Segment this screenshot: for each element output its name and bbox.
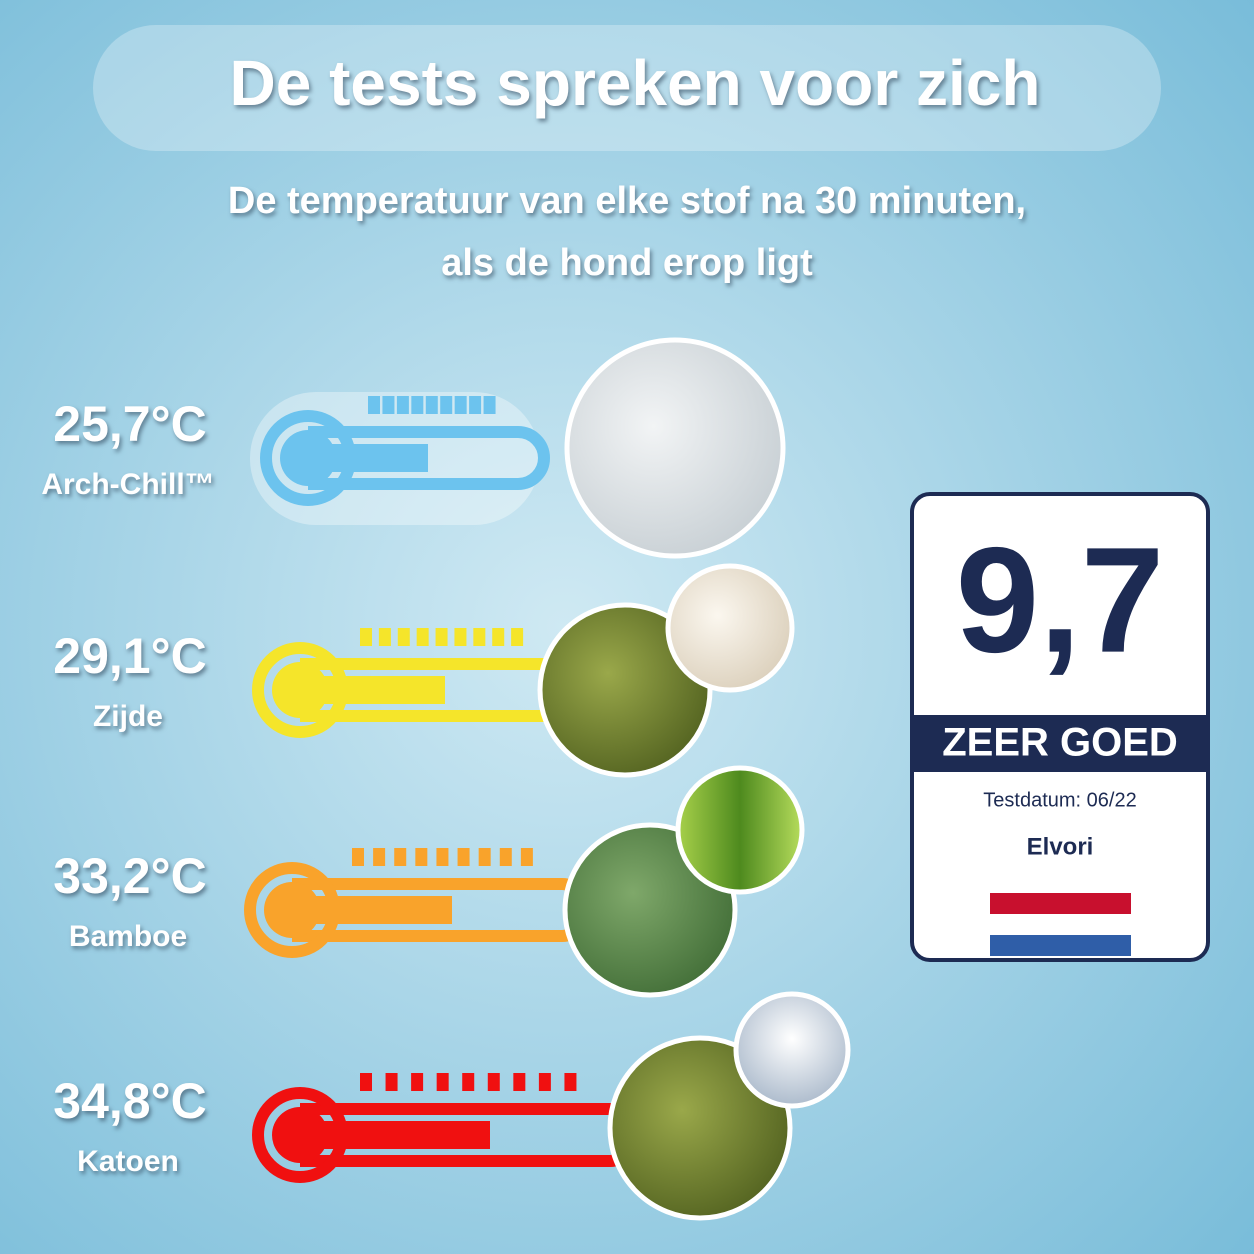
subtitle: De temperatuur van elke stof na 30 minut… — [228, 180, 1026, 222]
scale-dash — [520, 848, 533, 866]
scale-dash — [352, 848, 364, 866]
material: Bamboe — [69, 920, 187, 953]
thermometer-level — [292, 896, 452, 924]
scale-dash — [511, 628, 524, 646]
temperature: 33,2°C — [53, 848, 206, 904]
material-photo — [733, 991, 851, 1109]
fabric-row: 29,1°C Zijde — [53, 563, 795, 778]
flag-blue — [990, 935, 1131, 956]
scale-dash — [473, 628, 486, 646]
material: Katoen — [77, 1145, 179, 1178]
scale-dash — [538, 1073, 551, 1091]
scale-dash — [368, 396, 380, 414]
flag-red — [990, 893, 1131, 914]
scale-dash — [435, 628, 448, 646]
temperature: 29,1°C — [53, 628, 206, 684]
test-badge: 9,7 ZEER GOED Testdatum: 06/22 Elvori — [910, 492, 1210, 962]
material-photo — [675, 765, 805, 895]
rows: 25,7°C Arch-Chill™ 29,1°C Zijde 33,2°C Bamboe… — [41, 337, 851, 1221]
scale-dash — [564, 1073, 577, 1091]
scale-dash — [513, 1073, 526, 1091]
score: 9,7 — [956, 516, 1165, 684]
thermometer-level — [300, 676, 445, 704]
scale-dash — [394, 848, 407, 866]
scale-dash — [436, 1073, 449, 1091]
scale-dash — [483, 396, 496, 414]
fabric-row: 34,8°C Katoen — [53, 991, 851, 1221]
brand: Elvori — [1027, 833, 1094, 860]
test-date: Testdatum: 06/22 — [983, 789, 1136, 811]
scale-dash — [411, 396, 424, 414]
scale-dash — [416, 628, 429, 646]
subtitle: als de hond erop ligt — [441, 242, 813, 284]
scale-dash — [385, 1073, 398, 1091]
scale-dash — [397, 628, 410, 646]
material-photo — [665, 563, 795, 693]
scale-dash — [478, 848, 491, 866]
scale-dash — [462, 1073, 475, 1091]
thermometer-level — [300, 1121, 490, 1149]
scale-dash — [360, 628, 372, 646]
title: De tests spreken voor zich — [230, 47, 1041, 119]
fabric-photo — [564, 337, 786, 559]
temperature: 25,7°C — [53, 396, 206, 452]
scale-dash — [440, 396, 453, 414]
scale-dash — [382, 396, 395, 414]
scale-dash — [487, 1073, 500, 1091]
scale-dash — [378, 628, 391, 646]
fabric-row: 25,7°C Arch-Chill™ — [41, 337, 786, 559]
title-pill — [93, 25, 1161, 151]
scale-dash — [492, 628, 505, 646]
thermometer-level — [308, 444, 428, 472]
scale-dash — [396, 396, 409, 414]
temperature: 34,8°C — [53, 1073, 206, 1129]
rating-band — [914, 715, 1206, 772]
scale-dash — [457, 848, 470, 866]
fabric-row: 33,2°C Bamboe — [53, 765, 805, 998]
thermometer-outline — [308, 426, 550, 490]
rating: ZEER GOED — [942, 721, 1178, 765]
scale-dash — [454, 628, 467, 646]
scale-dash — [415, 848, 428, 866]
scale-dash — [436, 848, 449, 866]
scale-dash — [425, 396, 438, 414]
scale-dash — [499, 848, 512, 866]
scale-dash — [454, 396, 467, 414]
fabric-photo — [537, 602, 713, 778]
material: Zijde — [93, 700, 163, 733]
scale-dash — [469, 396, 482, 414]
scale-dash — [411, 1073, 424, 1091]
material: Arch-Chill™ — [41, 468, 214, 501]
scale-dash — [373, 848, 386, 866]
scale-dash — [360, 1073, 372, 1091]
